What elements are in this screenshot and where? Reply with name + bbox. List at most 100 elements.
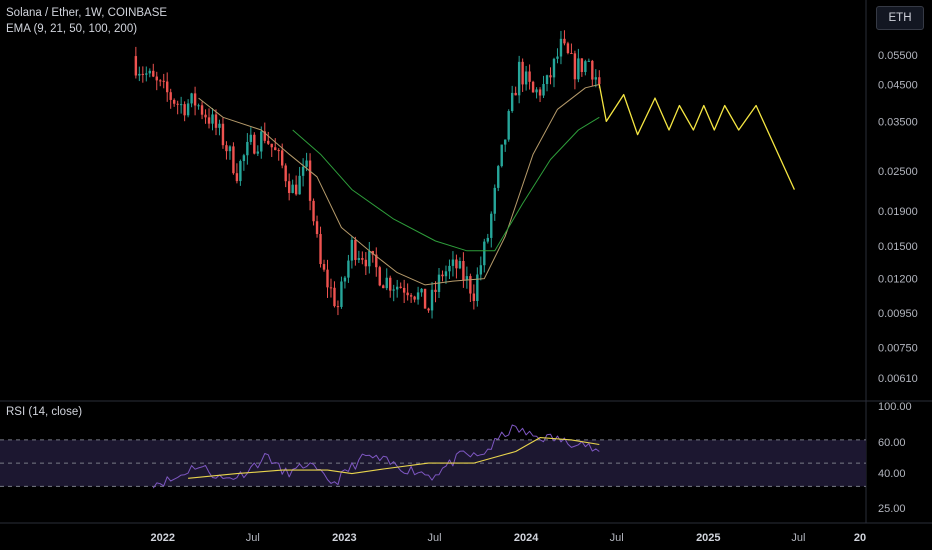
price-tick-label: 0.00950 [878, 308, 918, 320]
candle-body [444, 271, 448, 277]
candle-body [465, 276, 469, 281]
time-tick-label: Jul [610, 532, 624, 544]
candle-body [193, 93, 197, 106]
candle-body [538, 89, 542, 96]
candle-body [176, 103, 179, 105]
candle-body [591, 60, 594, 80]
candle-body [598, 77, 601, 85]
rsi-tick-label: 100.00 [878, 401, 912, 413]
candle-body [413, 296, 416, 300]
candle-body [514, 92, 517, 96]
candle-body [312, 200, 315, 222]
candle-body [152, 70, 155, 77]
candle-body [594, 77, 598, 80]
candle-body [545, 75, 549, 84]
candle-body [549, 75, 552, 78]
candle-body [451, 259, 455, 266]
candle-body [336, 306, 340, 308]
candle-body [211, 114, 214, 124]
candle-body [214, 114, 218, 128]
price-tick-label: 0.01500 [878, 241, 918, 253]
rsi-tick-label: 60.00 [878, 437, 906, 449]
candle-body [148, 70, 151, 74]
projection-line [598, 84, 795, 190]
price-tick-label: 0.02500 [878, 166, 918, 178]
candle-body [409, 295, 413, 297]
candle-body [270, 143, 273, 148]
candle-body [371, 251, 374, 255]
candle-body [552, 58, 556, 78]
candle-body [458, 261, 462, 269]
candle-body [354, 239, 357, 260]
rsi-line [152, 424, 600, 489]
candle-body [319, 234, 322, 265]
candle-body [430, 289, 434, 311]
candle-body [510, 92, 514, 112]
candle-body [301, 166, 305, 176]
ema-legend[interactable]: EMA (9, 21, 50, 100, 200) [6, 23, 138, 35]
candle-body [225, 145, 228, 152]
candle-body [267, 140, 270, 144]
candle-body [448, 265, 451, 272]
candle-body [186, 103, 190, 116]
candle-body [528, 71, 531, 82]
candle-body [427, 308, 430, 311]
candle-body [497, 166, 500, 188]
candle-body [406, 292, 409, 296]
candle-body [361, 258, 364, 260]
price-pane[interactable] [0, 0, 932, 524]
rsi-axis[interactable]: 100.00 60.00 40.00 25.00 [878, 401, 912, 515]
time-tick-label: 2024 [514, 532, 539, 544]
time-tick-label: 2022 [150, 532, 174, 544]
candle-body [141, 73, 145, 75]
candle-body [162, 80, 165, 82]
price-tick-label: 0.01900 [878, 206, 918, 218]
ema-21-line [198, 84, 600, 286]
candle-body [239, 161, 242, 182]
price-tick-label: 0.03500 [878, 116, 918, 128]
candle-body [235, 173, 239, 182]
candle-body [155, 76, 158, 81]
candle-body [584, 61, 587, 72]
candle-body [490, 213, 493, 238]
candle-body [232, 146, 235, 174]
candle-body [277, 150, 280, 152]
rsi-pane[interactable] [0, 424, 866, 489]
currency-button[interactable]: ETH [876, 6, 924, 30]
candle-body [504, 139, 507, 145]
candle-body [228, 146, 232, 152]
candle-body [274, 147, 277, 151]
rsi-tick-label: 40.00 [878, 468, 906, 480]
candle-body [221, 123, 225, 146]
candle-body [256, 151, 260, 154]
candle-body [204, 114, 207, 118]
candle-body [263, 131, 266, 141]
candle-body [134, 56, 138, 76]
candle-body [315, 221, 319, 235]
candle-body [542, 83, 545, 96]
rsi-tick-label: 25.00 [878, 503, 906, 515]
rsi-legend[interactable]: RSI (14, close) [6, 406, 83, 418]
candle-body [382, 285, 385, 289]
rsi-ma-line [188, 437, 600, 479]
candle-body [455, 259, 458, 269]
candle-body [472, 293, 476, 302]
candle-body [179, 104, 183, 106]
candle-body [305, 160, 308, 167]
candle-body [389, 277, 392, 291]
candle-body [416, 292, 420, 300]
candle-body [434, 289, 437, 292]
price-axis[interactable]: 0.05500 0.04500 0.03500 0.02500 0.01900 0.015… [878, 50, 918, 385]
time-tick-label: Jul [791, 532, 805, 544]
time-tick-label: Jul [427, 532, 441, 544]
symbol-title[interactable]: Solana / Ether, 1W, COINBASE [6, 7, 168, 19]
ema-50-line [292, 116, 600, 252]
candle-body [207, 117, 211, 124]
candle-body [486, 237, 489, 242]
candle-body [350, 239, 354, 261]
time-axis[interactable]: 2022 Jul 2023 Jul 2024 Jul 2025 Jul 20 [150, 532, 866, 544]
candle-body [183, 104, 186, 116]
candle-body [159, 80, 162, 82]
candle-body [190, 93, 193, 104]
